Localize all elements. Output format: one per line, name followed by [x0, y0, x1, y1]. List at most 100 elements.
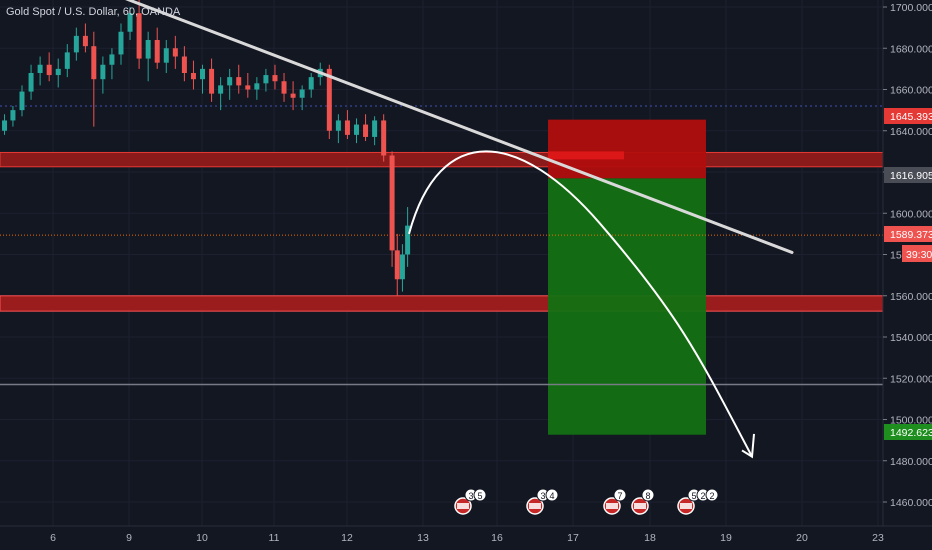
candle-body	[91, 46, 97, 80]
event-count-badge[interactable]	[545, 488, 559, 502]
candle-body	[127, 13, 133, 32]
time-tick-label: 16	[491, 532, 503, 544]
countdown-label: 39:30	[906, 249, 932, 261]
flag-stripe	[606, 503, 618, 509]
drawings-layer[interactable]	[125, 0, 794, 459]
time-tick-label: 13	[417, 532, 429, 544]
candle-body	[64, 52, 70, 69]
economic-events-group[interactable]: 7	[603, 488, 627, 515]
take-profit-zone	[548, 178, 706, 435]
candle-body	[10, 110, 16, 121]
candle-body	[227, 77, 233, 86]
countdown-tag: 39:30	[902, 245, 932, 262]
event-count-badge[interactable]	[473, 488, 487, 502]
flag-stripe	[634, 503, 646, 509]
economic-events-group[interactable]: 8	[631, 488, 655, 515]
current-price-tag: 1589.373	[884, 226, 932, 242]
candle-body	[263, 75, 269, 84]
resistance-extension	[548, 151, 624, 160]
candle-body	[37, 64, 43, 73]
candle-body	[389, 155, 395, 251]
candle-body	[405, 225, 411, 255]
candle-body	[118, 31, 124, 55]
time-tick-label: 23	[872, 532, 884, 544]
event-count-label: 4	[549, 491, 554, 501]
event-count-label: 3	[540, 491, 545, 501]
flag-stripe	[529, 503, 541, 509]
resistance-zone	[0, 151, 884, 168]
candle-body	[394, 250, 400, 280]
price-tick-label: 1540.000	[890, 332, 932, 344]
current-price-label: 1589.373	[890, 229, 932, 241]
price-tick-label: 1700.000	[890, 2, 932, 14]
support-zone	[0, 295, 884, 312]
time-tick-label: 18	[644, 532, 656, 544]
candle-body	[145, 40, 151, 59]
candle-body	[154, 40, 160, 63]
symbol-title[interactable]: Gold Spot / U.S. Dollar, 60, OANDA	[6, 6, 181, 18]
candle-body	[172, 48, 178, 57]
candle-body	[381, 120, 387, 156]
candle-body	[218, 85, 224, 94]
candle-body	[19, 91, 25, 111]
candle-body	[46, 64, 52, 76]
event-count-label: 8	[645, 491, 650, 501]
target-price-tag: 1492.623	[884, 424, 932, 440]
time-tick-label: 10	[196, 532, 208, 544]
candle-body	[335, 120, 341, 131]
stop-price-label: 1645.393	[890, 111, 932, 123]
price-tick-label: 1520.000	[890, 373, 932, 385]
candle-body	[272, 75, 278, 82]
price-axis[interactable]	[883, 0, 932, 526]
event-count-badge[interactable]	[705, 488, 719, 502]
event-count-badge[interactable]	[641, 488, 655, 502]
time-tick-label: 12	[341, 532, 353, 544]
event-count-label: 5	[477, 491, 482, 501]
candle-body	[55, 68, 61, 76]
candle-body	[236, 77, 242, 86]
event-count-label: 3	[468, 491, 473, 501]
time-axis[interactable]	[0, 526, 932, 550]
price-tick-label: 1560.000	[890, 291, 932, 303]
candle-body	[344, 120, 350, 135]
candle-body	[290, 93, 296, 98]
candle-body	[82, 35, 88, 47]
time-tick-label: 20	[796, 532, 808, 544]
price-tick-label: 1460.000	[890, 497, 932, 509]
time-tick-label: 19	[720, 532, 732, 544]
grid	[0, 0, 883, 526]
candle-body	[308, 77, 314, 90]
candle-body	[163, 48, 169, 63]
time-tick-label: 11	[269, 532, 280, 544]
levels-layer	[0, 105, 883, 386]
flag-stripe	[457, 503, 469, 509]
price-tick-label: 1600.000	[890, 208, 932, 220]
candle-body	[109, 54, 115, 65]
projection-arrow[interactable]	[408, 150, 753, 458]
candle-body	[190, 73, 196, 80]
candle-body	[281, 81, 287, 94]
candle-body	[363, 124, 369, 137]
candle-body	[245, 85, 251, 90]
arrow-head-icon	[741, 433, 755, 459]
candle-body	[372, 120, 378, 137]
candle-body	[299, 89, 305, 98]
entry-price-label: 1616.905	[890, 170, 932, 182]
event-count-label: 2	[709, 491, 714, 501]
time-axis-ticks: 6 9 10 11 12 13 16 17 18 19 20 23	[50, 532, 884, 544]
candle-body	[73, 35, 79, 53]
candle-body	[100, 64, 106, 80]
trendline[interactable]	[125, 0, 794, 254]
time-tick-label: 17	[567, 532, 579, 544]
event-count-badge[interactable]	[613, 488, 627, 502]
flag-stripe	[680, 503, 692, 509]
event-count-label: 5	[691, 491, 696, 501]
price-tick-label: 1680.000	[890, 43, 932, 55]
